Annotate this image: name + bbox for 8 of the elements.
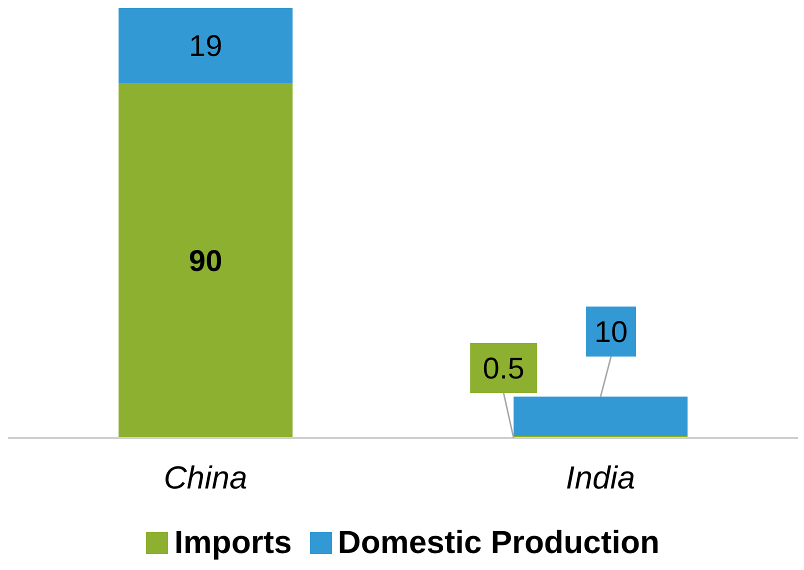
data-label: 90 xyxy=(188,244,222,278)
x-tick-label: India xyxy=(566,460,636,496)
data-label: 0.5 xyxy=(482,352,524,386)
x-tick-label: China xyxy=(164,460,248,496)
legend-label: Imports xyxy=(174,524,292,561)
data-label: 10 xyxy=(594,316,628,350)
legend-label: Domestic Production xyxy=(338,524,660,561)
data-label: 19 xyxy=(188,30,222,63)
